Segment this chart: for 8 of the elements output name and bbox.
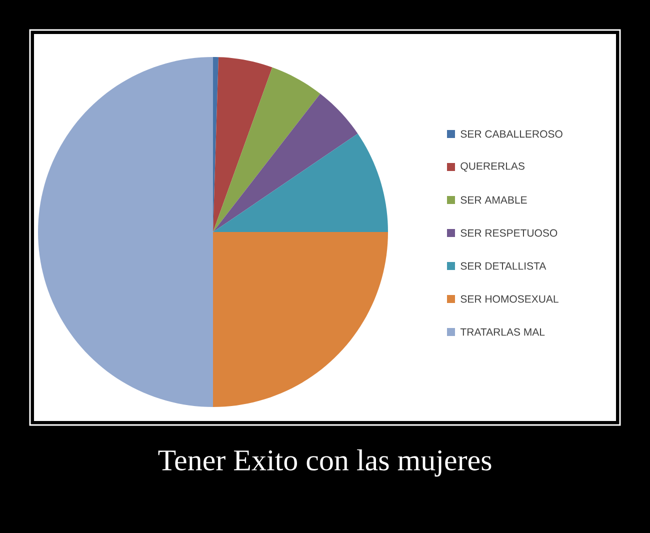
- legend-label: TRATARLAS MAL: [460, 328, 545, 336]
- legend-label: SER CABALLEROSO: [460, 130, 562, 138]
- text: Tener Exito con las mujeres: [158, 449, 492, 477]
- legend-label: SER RESPETUOSO: [460, 229, 558, 237]
- legend-label: QUERERLAS: [460, 162, 524, 172]
- legend-label: SER DETALLISTA: [460, 262, 546, 270]
- legend-label: SER HOMOSEXUAL: [460, 295, 558, 303]
- legend-label: SER AMABLE: [460, 196, 527, 204]
